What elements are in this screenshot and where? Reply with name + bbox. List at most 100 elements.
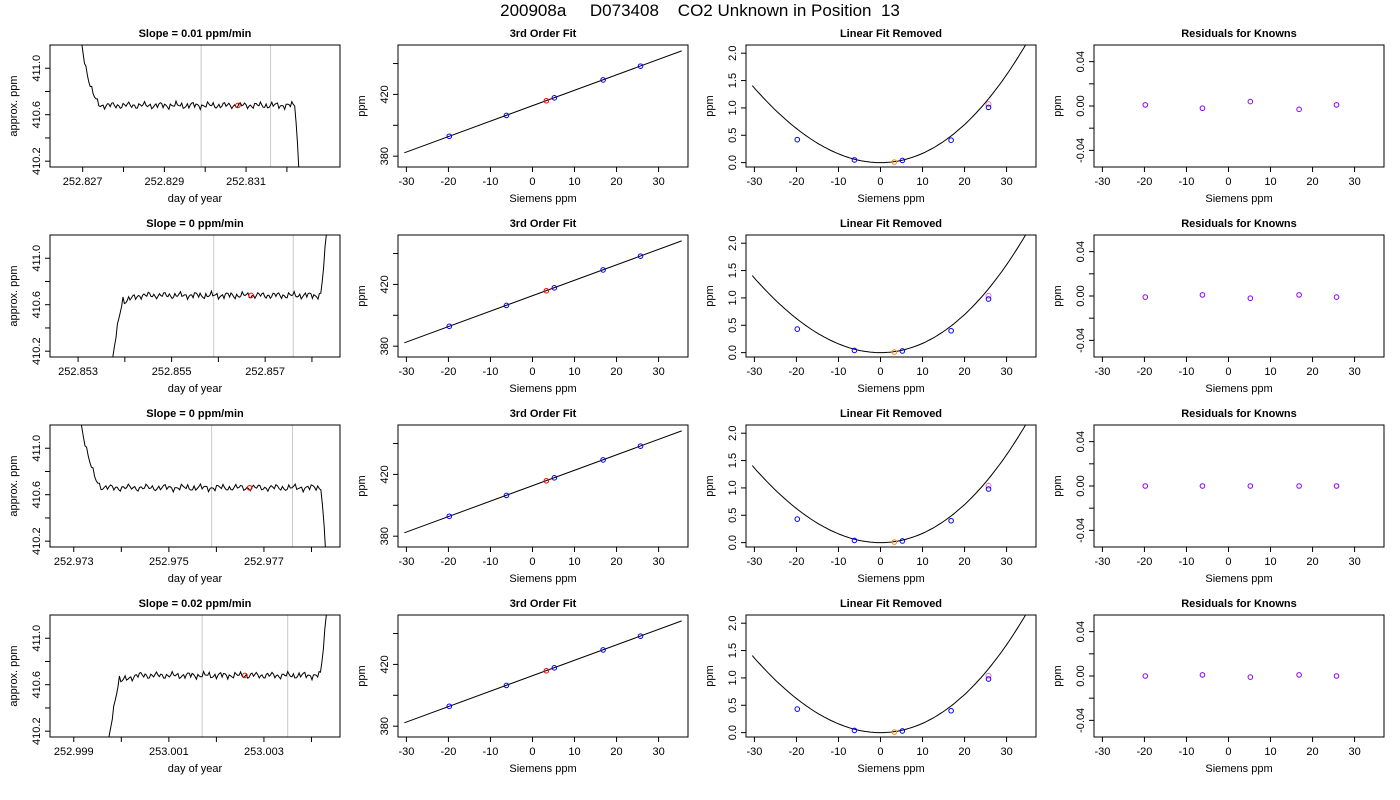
- unknown-point: [891, 159, 898, 165]
- concentration-trace: [108, 615, 327, 737]
- x-tick-label: 20: [958, 366, 970, 378]
- y-tick-label: 1.0: [727, 290, 739, 305]
- known-point: [985, 296, 992, 302]
- known-point: [1333, 673, 1340, 679]
- x-axis-label: Siemens ppm: [1205, 193, 1272, 205]
- y-axis-label: ppm: [1052, 475, 1064, 496]
- x-tick-label: -30: [746, 366, 762, 378]
- x-tick-label: 10: [568, 746, 580, 758]
- x-tick-label: -20: [788, 176, 804, 188]
- y-tick-label: 0.04: [1075, 621, 1087, 642]
- panel-title: Residuals for Knowns: [1181, 598, 1297, 610]
- x-tick-label: 30: [1348, 366, 1360, 378]
- known-point: [600, 77, 606, 83]
- x-tick-label: -20: [788, 366, 804, 378]
- y-tick-label: -0.04: [1075, 138, 1087, 163]
- y-tick-label: 0.04: [1075, 51, 1087, 72]
- plot-area: [80, 425, 326, 547]
- open-known-point: [985, 101, 992, 108]
- x-tick-label: 252.975: [149, 556, 189, 568]
- x-tick-label: 30: [1000, 176, 1012, 188]
- plot-frame: [49, 234, 341, 358]
- y-tick-label: 410.6: [31, 101, 43, 129]
- x-tick-label: -20: [440, 746, 456, 758]
- plot-frame: [745, 234, 1037, 358]
- known-point: [1333, 102, 1340, 108]
- panel-title: Linear Fit Removed: [840, 408, 942, 420]
- x-tick-label: -10: [831, 746, 847, 758]
- known-point: [446, 133, 453, 140]
- y-tick-label: 2.0: [727, 616, 739, 631]
- x-tick-label: 20: [610, 746, 622, 758]
- x-tick-label: -30: [398, 176, 414, 188]
- chart-panel-13: Slope = 0.02 ppm/min day of year approx. p…: [8, 598, 341, 775]
- known-point: [1142, 294, 1149, 300]
- x-tick-label: 10: [1264, 366, 1276, 378]
- figure-title: 200908a D073408 CO2 Unknown in Position …: [500, 1, 900, 20]
- known-point: [600, 457, 606, 463]
- known-point: [851, 727, 858, 734]
- fit-curve: [751, 235, 1027, 354]
- x-tick-label: -30: [746, 176, 762, 188]
- plot-area: [751, 235, 1027, 355]
- known-point: [1199, 105, 1206, 112]
- x-tick-label: 30: [1000, 746, 1012, 758]
- y-tick-label: 2.0: [727, 46, 739, 61]
- y-tick-label: 1.0: [727, 670, 739, 685]
- known-point: [551, 665, 558, 671]
- open-known-point: [985, 672, 992, 679]
- known-point: [551, 285, 558, 291]
- x-tick-label: 253.001: [149, 746, 189, 758]
- fit-curve: [751, 615, 1027, 734]
- known-point: [551, 95, 558, 101]
- plot-frame: [745, 44, 1037, 168]
- y-axis-label: approx. ppm: [8, 265, 20, 326]
- x-tick-label: -20: [440, 176, 456, 188]
- x-axis-label: day of year: [168, 383, 223, 395]
- y-tick-label: -0.04: [1075, 518, 1087, 543]
- plot-frame: [397, 424, 689, 548]
- x-tick-label: 10: [916, 556, 928, 568]
- known-point: [899, 348, 906, 354]
- y-tick-label: 0.00: [1075, 665, 1087, 686]
- fit-line: [404, 50, 682, 154]
- y-tick-label: 1.5: [727, 643, 739, 658]
- panel-title: 3rd Order Fit: [510, 408, 577, 420]
- x-tick-label: 10: [1264, 176, 1276, 188]
- y-axis-label: ppm: [356, 285, 368, 306]
- panel-title: Linear Fit Removed: [840, 28, 942, 40]
- plot-frame: [1093, 44, 1385, 168]
- concentration-trace: [112, 235, 327, 357]
- x-axis-label: Siemens ppm: [509, 573, 576, 585]
- known-point: [1296, 483, 1302, 489]
- x-axis-label: Siemens ppm: [1205, 383, 1272, 395]
- open-known-point: [985, 482, 992, 489]
- x-tick-label: -20: [788, 746, 804, 758]
- x-tick-label: 252.853: [58, 366, 98, 378]
- known-point: [1199, 672, 1206, 678]
- known-point: [899, 157, 906, 164]
- y-axis-label: ppm: [704, 95, 716, 116]
- chart-panel-6: 3rd Order Fit Siemens ppm ppm -30 -20 -10 0 10 2…: [356, 218, 689, 395]
- open-known-point: [985, 292, 992, 299]
- known-point: [851, 157, 858, 163]
- plot-frame: [1093, 424, 1385, 548]
- plot-frame: [745, 614, 1037, 738]
- known-point: [1142, 673, 1149, 679]
- known-point: [794, 706, 801, 712]
- x-tick-label: 10: [568, 366, 580, 378]
- chart-panel-16: Residuals for Knowns Siemens ppm ppm -30 -20…: [1052, 598, 1385, 775]
- x-tick-label: 0: [1225, 176, 1231, 188]
- panel-title: Linear Fit Removed: [840, 218, 942, 230]
- y-tick-label: 410.2: [31, 527, 43, 555]
- y-tick-label: 0.04: [1075, 431, 1087, 452]
- y-tick-label: 380: [379, 527, 391, 545]
- chart-panel-12: Residuals for Knowns Siemens ppm ppm -30 -20…: [1052, 408, 1385, 585]
- known-point: [1247, 674, 1254, 680]
- x-tick-label: -30: [746, 746, 762, 758]
- y-tick-label: 1.0: [727, 480, 739, 495]
- x-axis-label: Siemens ppm: [509, 763, 576, 775]
- y-tick-label: -0.04: [1075, 708, 1087, 733]
- x-axis-label: day of year: [168, 193, 223, 205]
